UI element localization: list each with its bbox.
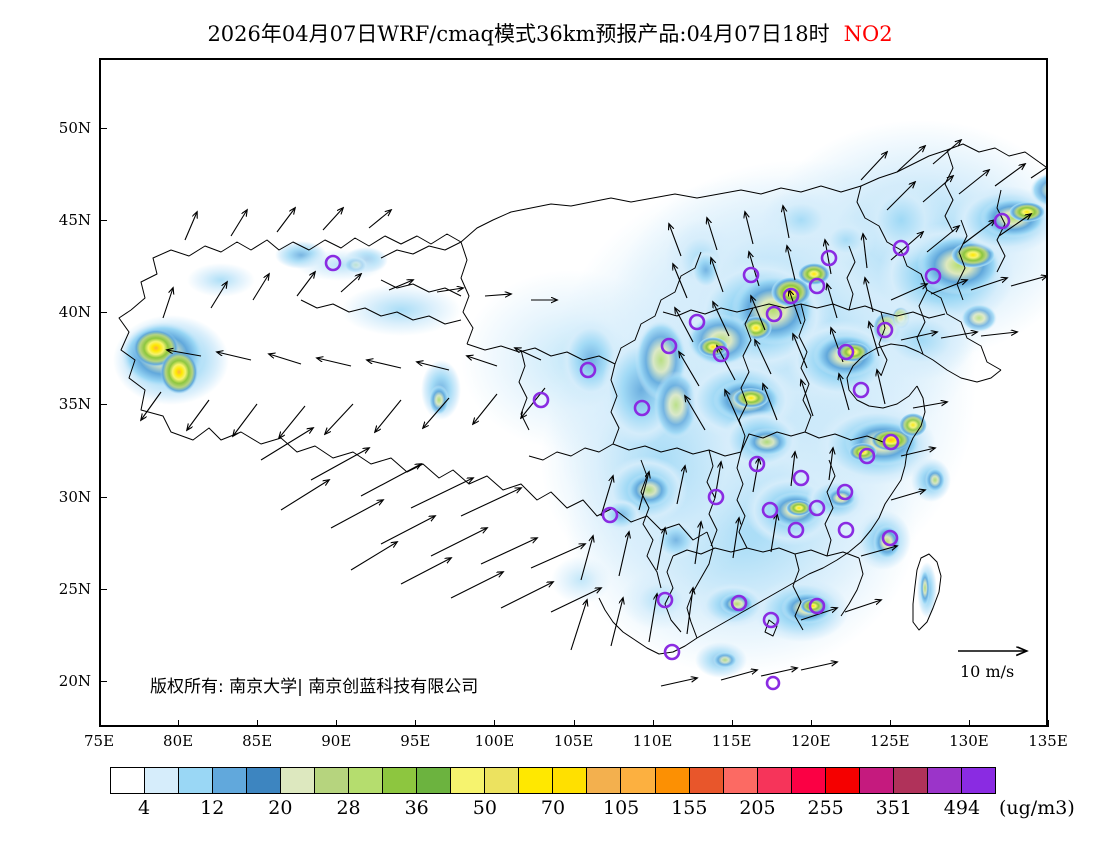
colorbar-tick-36: 36 bbox=[404, 797, 429, 819]
chart-title: 2026年04月07日WRF/cmaq模式36km预报产品:04月07日18时 N… bbox=[0, 18, 1100, 48]
colorbar-tick-255: 255 bbox=[807, 797, 844, 819]
colorbar-tick-205: 205 bbox=[739, 797, 776, 819]
y-axis-label-40N: 40N bbox=[58, 303, 91, 322]
colorbar-cell-19[interactable] bbox=[757, 768, 792, 793]
colorbar-cell-20[interactable] bbox=[791, 768, 826, 793]
colorbar-cell-12[interactable] bbox=[519, 768, 554, 793]
x-axis-label-100E: 100E bbox=[474, 732, 515, 750]
y-axis-label-30N: 30N bbox=[58, 487, 91, 506]
y-axis-label-45N: 45N bbox=[58, 211, 91, 230]
y-axis-tick bbox=[100, 496, 107, 498]
x-axis-tick bbox=[257, 720, 259, 727]
colorbar-cell-14[interactable] bbox=[587, 768, 622, 793]
x-axis-label-130E: 130E bbox=[949, 732, 989, 750]
wind-vector-field bbox=[141, 140, 1046, 687]
x-axis-label-85E: 85E bbox=[242, 732, 273, 750]
y-axis-label-50N: 50N bbox=[58, 119, 91, 138]
y-axis-label-35N: 35N bbox=[58, 395, 91, 414]
colorbar-cell-3[interactable] bbox=[213, 768, 248, 793]
wind-arrow-icon bbox=[958, 640, 1040, 662]
colorbar-cell-5[interactable] bbox=[281, 768, 316, 793]
colorbar-cell-25[interactable] bbox=[961, 768, 995, 793]
colorbar-cell-6[interactable] bbox=[315, 768, 350, 793]
x-axis-tick bbox=[810, 720, 812, 727]
y-axis-tick bbox=[100, 404, 107, 406]
colorbar-tick-12: 12 bbox=[200, 797, 225, 819]
colorbar-tick-50: 50 bbox=[472, 797, 497, 819]
colorbar-cell-1[interactable] bbox=[145, 768, 180, 793]
colorbar-cell-16[interactable] bbox=[655, 768, 690, 793]
x-axis-tick bbox=[178, 720, 180, 727]
x-axis-label-125E: 125E bbox=[870, 732, 910, 750]
colorbar-units-label: (ug/m3) bbox=[999, 797, 1075, 819]
x-axis-label-110E: 110E bbox=[632, 732, 673, 750]
colorbar-cell-18[interactable] bbox=[723, 768, 758, 793]
colorbar-cell-10[interactable] bbox=[451, 768, 486, 793]
x-axis-tick bbox=[573, 720, 575, 727]
colorbar-cell-22[interactable] bbox=[859, 768, 894, 793]
x-axis-tick bbox=[494, 720, 496, 727]
x-axis-label-95E: 95E bbox=[400, 732, 431, 750]
x-axis-tick bbox=[336, 720, 338, 727]
x-axis-tick bbox=[652, 720, 654, 727]
map-plot-area[interactable] bbox=[99, 58, 1048, 727]
colorbar-cell-15[interactable] bbox=[621, 768, 656, 793]
x-axis-tick bbox=[99, 720, 100, 727]
x-axis-tick bbox=[889, 720, 891, 727]
y-axis-tick bbox=[100, 312, 107, 314]
colorbar-cell-24[interactable] bbox=[927, 768, 962, 793]
x-axis-tick bbox=[415, 720, 417, 727]
copyright-notice: 版权所有: 南京大学| 南京创蓝科技有限公司 bbox=[150, 677, 479, 697]
colorbar-cell-23[interactable] bbox=[893, 768, 928, 793]
no2-concentration-map[interactable] bbox=[101, 60, 1046, 725]
colorbar-tick-105: 105 bbox=[603, 797, 640, 819]
x-axis-label-75E: 75E bbox=[83, 732, 115, 750]
colorbar-cell-9[interactable] bbox=[417, 768, 452, 793]
station-markers[interactable] bbox=[324, 212, 1011, 691]
x-axis-label-115E: 115E bbox=[711, 732, 752, 750]
y-axis-tick bbox=[100, 588, 107, 590]
colorbar-legend[interactable]: (ug/m3) 4 12 20 28 36 50 70 105 155 205 255 351 494 bbox=[110, 767, 1075, 819]
x-axis-label-80E: 80E bbox=[163, 732, 194, 750]
colorbar-tick-70: 70 bbox=[540, 797, 566, 819]
wind-scale-label: 10 m/s bbox=[960, 662, 1015, 681]
colorbar-tick-20: 20 bbox=[268, 797, 293, 819]
x-axis-tick bbox=[1048, 720, 1049, 727]
title-species-label: NO2 bbox=[843, 22, 893, 46]
colorbar-cell-4[interactable] bbox=[247, 768, 282, 793]
x-axis-tick bbox=[968, 720, 970, 727]
colorbar-tick-155: 155 bbox=[671, 797, 708, 819]
x-axis-tick bbox=[731, 720, 733, 727]
y-axis-tick bbox=[100, 220, 107, 222]
y-axis-tick bbox=[100, 128, 107, 130]
x-axis-label-90E: 90E bbox=[321, 732, 352, 750]
colorbar-tick-351: 351 bbox=[875, 797, 912, 819]
y-axis-label-25N: 25N bbox=[58, 579, 91, 598]
colorbar-cell-0[interactable] bbox=[111, 768, 146, 793]
colorbar-cell-7[interactable] bbox=[349, 768, 384, 793]
y-axis-tick bbox=[100, 680, 107, 682]
title-text: 2026年04月07日WRF/cmaq模式36km预报产品:04月07日18时 bbox=[207, 22, 830, 46]
colorbar-cell-8[interactable] bbox=[383, 768, 418, 793]
colorbar-tick-28: 28 bbox=[336, 797, 361, 819]
colorbar-tick-494: 494 bbox=[943, 797, 981, 819]
concentration-field bbox=[113, 120, 1046, 678]
wind-scale-legend: 10 m/s bbox=[950, 640, 1050, 681]
colorbar-cell-11[interactable] bbox=[485, 768, 520, 793]
y-axis-label-20N: 20N bbox=[58, 671, 91, 690]
x-axis-label-105E: 105E bbox=[553, 732, 594, 750]
colorbar-cell-2[interactable] bbox=[179, 768, 214, 793]
colorbar-cell-13[interactable] bbox=[553, 768, 588, 793]
x-axis-label-120E: 120E bbox=[790, 732, 831, 750]
colorbar-cell-21[interactable] bbox=[825, 768, 860, 793]
colorbar-tick-4: 4 bbox=[138, 797, 151, 819]
colorbar-swatches[interactable] bbox=[110, 767, 996, 794]
x-axis-label-135E: 135E bbox=[1028, 732, 1068, 750]
colorbar-cell-17[interactable] bbox=[689, 768, 724, 793]
